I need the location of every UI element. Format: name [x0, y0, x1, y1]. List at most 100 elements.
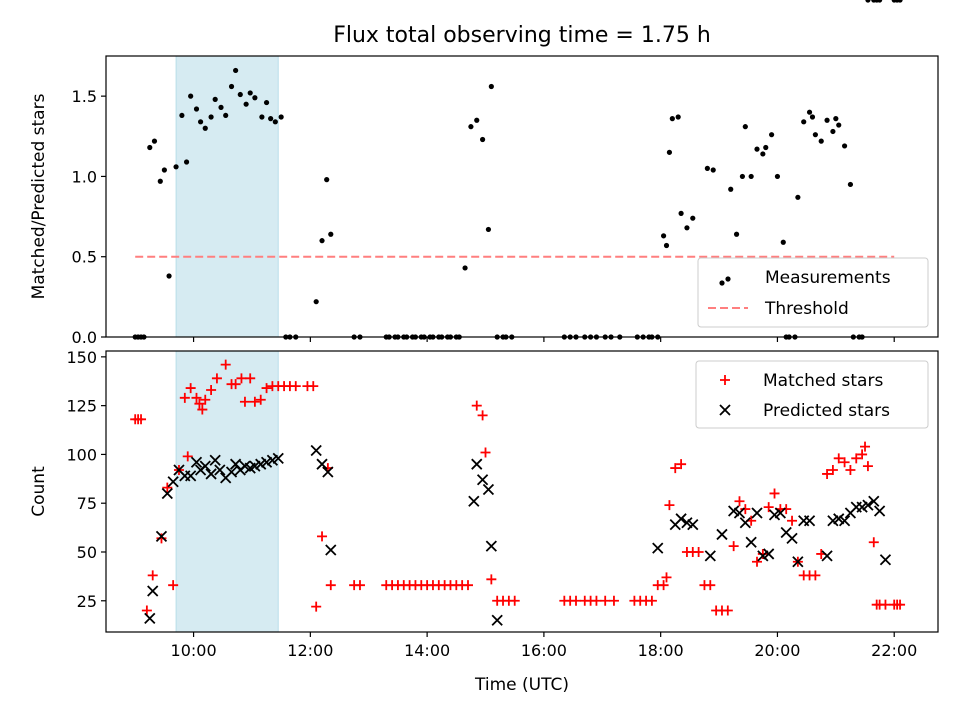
matched-star-point: [752, 556, 763, 567]
measurement-point: [669, 116, 675, 122]
legend-marker-measurements: [719, 280, 725, 286]
measurement-point: [865, 0, 871, 3]
measurement-point: [228, 83, 235, 90]
bottom-x-tick-label: 10:00: [171, 641, 217, 660]
matched-star-point: [600, 595, 611, 606]
matched-star-point: [245, 373, 256, 384]
bottom-highlight-span: [175, 350, 279, 633]
predicted-star-point: [209, 454, 221, 466]
measurement-point: [742, 124, 748, 130]
predicted-star-point: [272, 452, 284, 464]
matched-star-point: [676, 459, 687, 470]
matched-star-point: [200, 394, 211, 405]
measurement-point: [252, 95, 258, 101]
matched-star-point: [197, 404, 208, 415]
measurement-point: [351, 334, 357, 340]
matched-star-point: [571, 595, 582, 606]
matched-star-point: [191, 392, 202, 403]
measurement-point: [830, 128, 836, 135]
matched-star-point: [211, 373, 222, 384]
matched-star-point: [308, 381, 319, 392]
predicted-star-point: [147, 585, 159, 597]
measurement-point: [485, 226, 492, 233]
predicted-star-point: [879, 554, 892, 566]
matched-star-point: [757, 548, 768, 559]
measurement-point: [412, 334, 419, 340]
measurement-point: [841, 143, 848, 149]
matched-star-point: [249, 396, 260, 407]
predicted-star-point: [468, 495, 480, 507]
bottom-y-tick-label: 25: [77, 592, 97, 611]
bottom-panel: 25 50 75 100 125 150 10:00 12:00 14:00 16:00 18:00…: [29, 348, 939, 660]
measurement-point: [818, 138, 824, 144]
legend-marker-predicted: [719, 404, 731, 416]
predicted-star-point: [704, 550, 716, 562]
measurement-point: [640, 334, 646, 340]
legend-label-matched: Matched stars: [763, 371, 883, 391]
matched-star-point: [354, 580, 365, 591]
matched-star-point: [860, 441, 871, 452]
predicted-star-point: [733, 507, 746, 519]
measurement-point: [561, 334, 567, 340]
predicted-star-point: [214, 464, 226, 476]
predicted-star-point: [205, 468, 217, 480]
matched-star-point: [261, 383, 272, 394]
measurement-point: [806, 109, 813, 115]
matched-star-point: [728, 541, 739, 552]
measurement-point: [617, 334, 623, 340]
measurement-point: [151, 138, 158, 144]
matched-star-point: [895, 599, 906, 610]
matched-star-point: [194, 398, 205, 409]
measurement-point: [283, 334, 289, 340]
matched-star-point: [781, 504, 792, 515]
predicted-star-point: [792, 556, 804, 568]
matched-star-point: [255, 394, 266, 405]
predicted-star-point: [316, 458, 328, 470]
measurement-point: [319, 238, 325, 244]
matched-star-point: [857, 449, 868, 460]
measurement-point: [259, 114, 265, 120]
bottom-x-tick-label: 12:00: [287, 641, 333, 660]
predicted-star-point: [476, 474, 489, 486]
matched-star-point: [862, 461, 873, 472]
matched-star-point: [168, 580, 179, 591]
measurement-point: [293, 334, 299, 340]
bottom-y-tick-label: 75: [77, 494, 97, 513]
predicted-star-point: [322, 466, 334, 478]
bottom-x-tick-label: 20:00: [754, 641, 800, 660]
measurement-point: [760, 151, 766, 157]
legend-label-predicted: Predicted stars: [763, 401, 890, 421]
measurement-point: [833, 116, 839, 122]
matched-star-point: [827, 465, 838, 476]
measurement-point: [479, 136, 486, 143]
predicted-star-point: [485, 540, 497, 552]
matched-star-point: [833, 453, 844, 464]
predicted-star-point: [199, 460, 211, 472]
matched-star-point: [787, 515, 798, 526]
measurement-point: [386, 334, 392, 340]
measurement-point: [223, 112, 229, 119]
measurement-point: [287, 334, 293, 340]
top-panel: 0.0 0.5 1.0 1.5 Matched/Predicted stars Measu…: [29, 0, 939, 347]
bottom-y-tick-label: 125: [66, 397, 97, 416]
matched-star-point: [220, 359, 231, 370]
measurement-point: [801, 119, 807, 125]
matched-star-point: [162, 482, 173, 493]
matched-star-point: [658, 580, 669, 591]
top-highlight-span: [175, 55, 279, 338]
measurement-point: [278, 114, 284, 120]
measurement-point: [795, 194, 801, 200]
measurement-point: [193, 106, 200, 112]
measurement-point: [324, 177, 330, 183]
predicted-star-point: [652, 542, 664, 554]
matched-star-point: [822, 468, 833, 479]
measurement-point: [748, 173, 754, 180]
predicted-star-point: [190, 456, 203, 468]
bottom-y-tick-label: 50: [77, 543, 97, 562]
measurement-point: [666, 149, 673, 155]
predicted-star-point: [675, 513, 687, 525]
measurement-point: [608, 334, 614, 340]
matched-star-point: [471, 400, 482, 411]
predicted-star-point: [873, 505, 886, 517]
bottom-x-tick-label: 14:00: [404, 641, 450, 660]
